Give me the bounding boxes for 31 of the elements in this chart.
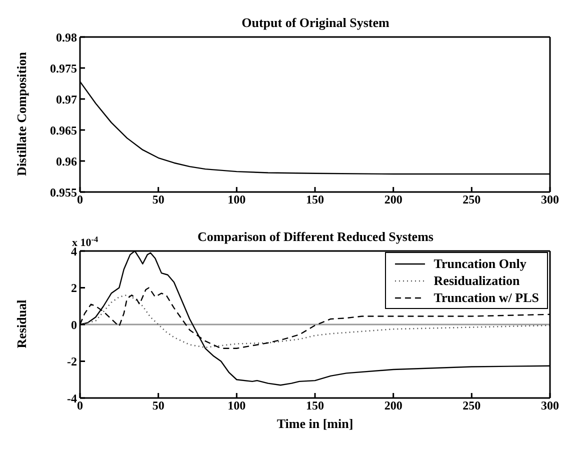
x-tick-label: 150 xyxy=(306,192,324,207)
y-tick-label: 0.96 xyxy=(56,154,77,168)
y-axis-title: Distillate Composition xyxy=(14,51,29,176)
text: x 10$^{-4}$ xyxy=(72,234,98,249)
x-tick-label: 300 xyxy=(541,398,559,413)
x-tick-label: 200 xyxy=(384,398,402,413)
x-axis-title: Time in [min] xyxy=(276,416,354,431)
y-tick-label: 0.975 xyxy=(50,61,77,76)
legend-label: Residualization xyxy=(434,272,520,289)
y-tick-label: 0 xyxy=(71,318,77,332)
x-tick-label: 50 xyxy=(152,398,164,413)
x-tick-label: 50 xyxy=(152,192,164,207)
y-tick-label: -2 xyxy=(67,354,77,369)
y-tick-label: 0.97 xyxy=(56,92,77,106)
x-tick-label: 100 xyxy=(228,192,246,207)
legend-label: Truncation w/ PLS xyxy=(434,289,539,306)
chart-title: Output of Original System xyxy=(242,15,390,30)
y-tick-label: 2 xyxy=(71,281,77,296)
x-tick-label: 250 xyxy=(462,192,481,207)
y-tick-label: -4 xyxy=(67,391,77,406)
legend-label: Truncation Only xyxy=(434,255,526,272)
x-tick-label: 150 xyxy=(306,398,324,413)
x-tick-label: 250 xyxy=(462,398,481,413)
y-axis-title: Residual xyxy=(14,299,29,348)
y-tick-label: 0.965 xyxy=(50,123,77,138)
y-tick-label: 0.955 xyxy=(50,185,77,200)
y-tick-label: 0.98 xyxy=(56,30,77,44)
x-tick-label: 300 xyxy=(541,192,559,207)
x-tick-label: 100 xyxy=(228,398,246,413)
chart-title: Comparison of Different Reduced Systems xyxy=(198,229,434,244)
x-tick-label: 200 xyxy=(384,192,402,207)
